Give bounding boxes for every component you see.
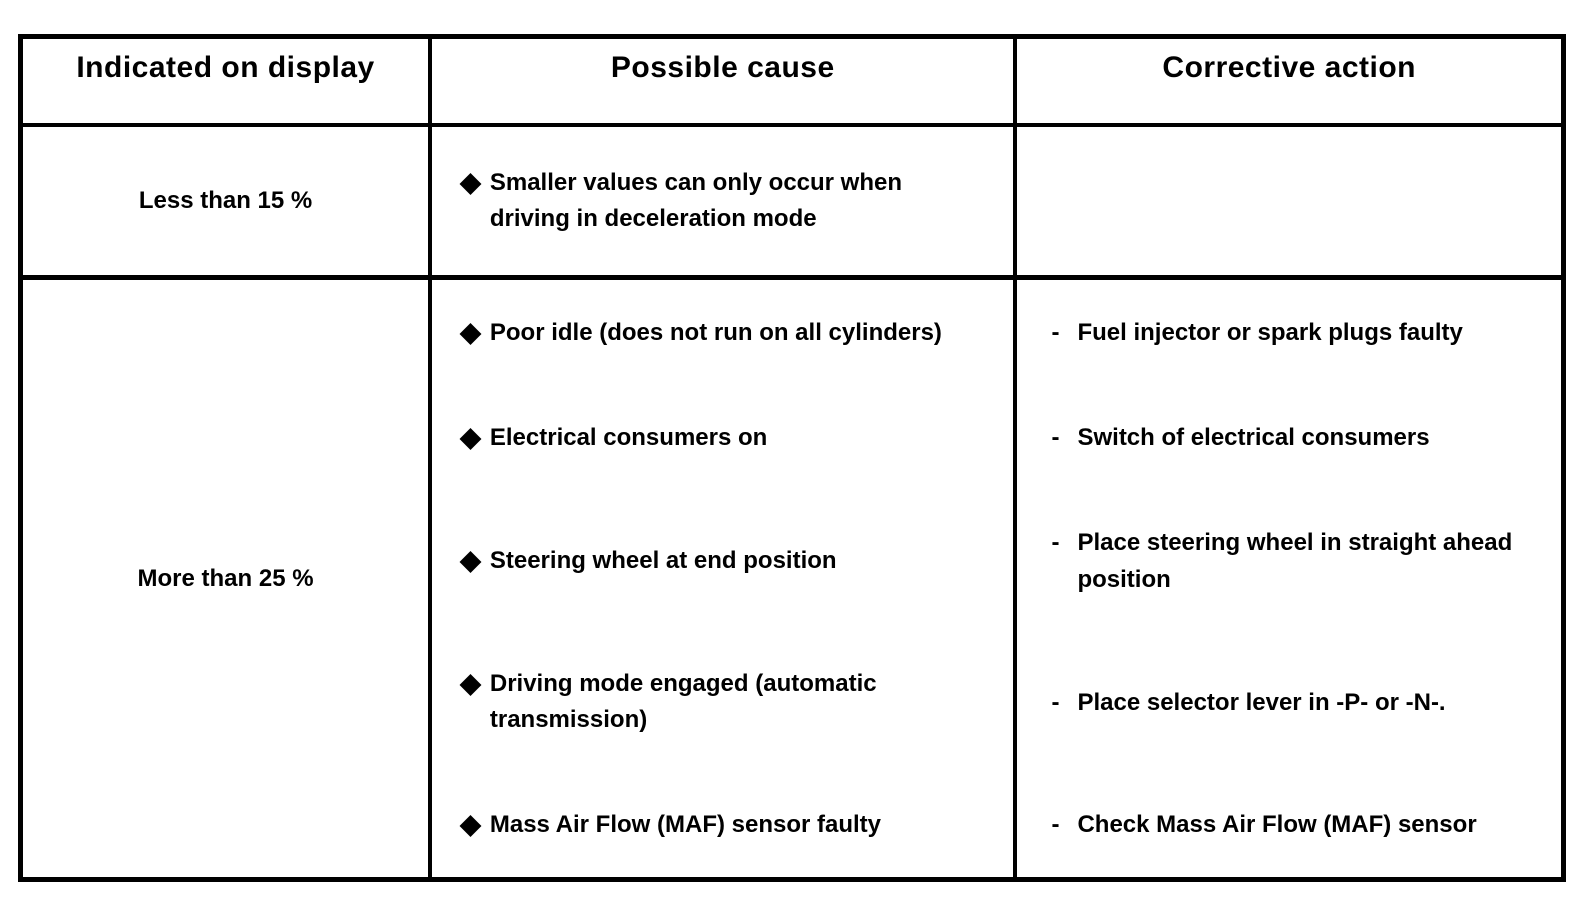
- cause-cell: ◆ Mass Air Flow (MAF) sensor faulty: [432, 772, 1013, 877]
- action-cell: - Fuel injector or spark plugs faulty: [1013, 280, 1561, 385]
- header-indicated-on-display: Indicated on display: [23, 39, 433, 123]
- dash-bullet: -: [1051, 688, 1060, 716]
- cause-action-pair: ◆ Driving mode engaged (automatic transm…: [432, 632, 1561, 772]
- dash-bullet: -: [1051, 423, 1060, 451]
- table-row-more-than-25: More than 25 % ◆ Poor idle (does not run…: [23, 275, 1561, 877]
- cause-cell: ◆ Poor idle (does not run on all cylinde…: [432, 280, 1013, 385]
- table-header-row: Indicated on display Possible cause Corr…: [23, 39, 1561, 127]
- header-possible-cause: Possible cause: [610, 51, 835, 84]
- action-text: Place selector lever in -P- or -N-.: [1077, 688, 1446, 716]
- row1-cause-action-area: ◆ Smaller values can only occur when dri…: [432, 127, 1561, 275]
- action-item: - Place selector lever in -P- or -N-.: [1051, 684, 1445, 721]
- dash-bullet: -: [1051, 318, 1060, 346]
- dash-bullet: -: [1051, 810, 1060, 838]
- diamond-bullet-icon: ◆: [460, 668, 481, 699]
- action-item: - Check Mass Air Flow (MAF) sensor: [1051, 806, 1476, 843]
- cause-item: ◆ Driving mode engaged (automatic transm…: [460, 666, 987, 738]
- header-corrective-action: Corrective action: [1013, 39, 1561, 123]
- diamond-bullet-icon: ◆: [460, 167, 481, 197]
- action-item: - Fuel injector or spark plugs faulty: [1051, 314, 1462, 351]
- dash-bullet: -: [1051, 528, 1060, 556]
- action-cell: - Place steering wheel in straight ahead…: [1013, 490, 1561, 633]
- action-cell: - Place selector lever in -P- or -N-.: [1013, 632, 1561, 772]
- cause-action-pair: ◆ Poor idle (does not run on all cylinde…: [432, 280, 1561, 385]
- cause-item: ◆ Mass Air Flow (MAF) sensor faulty: [460, 807, 881, 843]
- cause-item: ◆ Poor idle (does not run on all cylinde…: [460, 315, 942, 351]
- action-text: Place steering wheel in straight ahead p…: [1077, 528, 1513, 594]
- action-text: Switch of electrical consumers: [1077, 423, 1430, 451]
- diamond-bullet-icon: ◆: [460, 545, 481, 576]
- cause-action-pair: ◆ Electrical consumers on - Switch of el…: [432, 385, 1561, 490]
- cause-action-pair: ◆ Steering wheel at end position - Place…: [432, 490, 1561, 633]
- action-text: Fuel injector or spark plugs faulty: [1077, 318, 1463, 346]
- diagnostic-table: Indicated on display Possible cause Corr…: [18, 34, 1566, 882]
- row2-cause-action-area: ◆ Poor idle (does not run on all cylinde…: [432, 280, 1561, 877]
- cause-cell: ◆ Electrical consumers on: [432, 385, 1013, 490]
- cause-text: Poor idle (does not run on all cylinders…: [489, 318, 942, 346]
- action-item: - Place steering wheel in straight ahead…: [1051, 524, 1535, 598]
- action-text: Check Mass Air Flow (MAF) sensor: [1077, 810, 1477, 838]
- action-cell: - Check Mass Air Flow (MAF) sensor: [1013, 772, 1561, 877]
- cause-text: Steering wheel at end position: [489, 547, 837, 575]
- cause-cell: ◆ Smaller values can only occur when dri…: [432, 127, 1013, 275]
- cause-text: Mass Air Flow (MAF) sensor faulty: [489, 810, 882, 838]
- action-item: - Switch of electrical consumers: [1051, 419, 1429, 456]
- cause-text: Smaller values can only occur when drivi…: [489, 169, 903, 232]
- cause-text: Driving mode engaged (automatic transmis…: [489, 670, 877, 734]
- cause-item: ◆ Smaller values can only occur when dri…: [460, 165, 987, 237]
- cause-item: ◆ Steering wheel at end position: [460, 543, 836, 579]
- action-cell: - Switch of electrical consumers: [1013, 385, 1561, 490]
- diamond-bullet-icon: ◆: [460, 421, 481, 452]
- display-value-more-than-25: More than 25 %: [23, 280, 433, 877]
- cause-action-pair: ◆ Smaller values can only occur when dri…: [432, 127, 1561, 275]
- diamond-bullet-icon: ◆: [460, 808, 481, 839]
- action-cell-empty: [1013, 127, 1561, 275]
- table-row-less-than-15: Less than 15 % ◆ Smaller values can only…: [23, 127, 1561, 275]
- cause-item: ◆ Electrical consumers on: [460, 420, 767, 456]
- cause-cell: ◆ Steering wheel at end position: [432, 490, 1013, 632]
- cause-text: Electrical consumers on: [489, 423, 768, 451]
- cause-cell: ◆ Driving mode engaged (automatic transm…: [432, 632, 1013, 772]
- display-value-less-than-15: Less than 15 %: [23, 127, 433, 275]
- cause-action-pair: ◆ Mass Air Flow (MAF) sensor faulty - Ch…: [432, 772, 1561, 877]
- diamond-bullet-icon: ◆: [460, 316, 481, 347]
